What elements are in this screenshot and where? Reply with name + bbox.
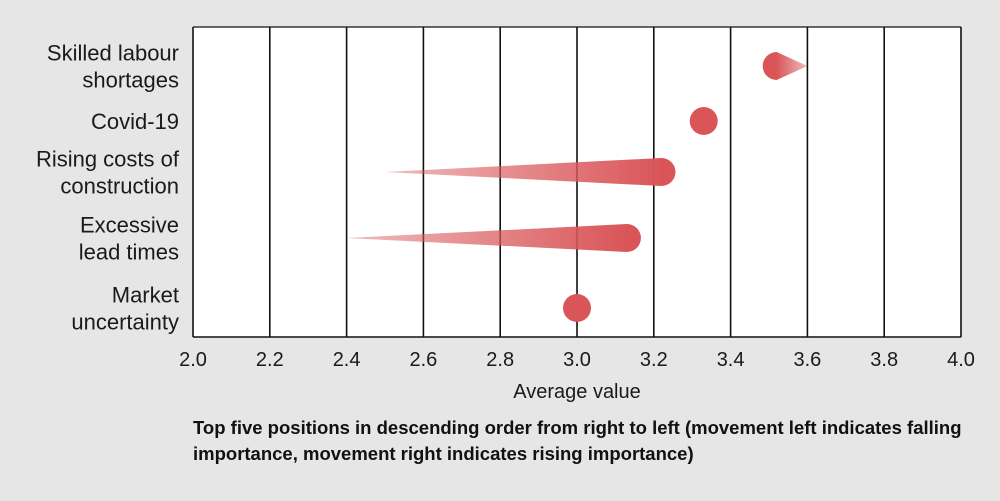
data-point: [563, 294, 591, 322]
movement-mark: [762, 52, 808, 80]
category-label: construction: [60, 174, 179, 199]
data-point: [689, 107, 718, 135]
x-tick-label: 3.4: [717, 349, 745, 371]
x-tick-label: 3.2: [640, 349, 668, 371]
category-label: uncertainty: [71, 310, 179, 335]
x-tick-label: 2.4: [333, 349, 361, 371]
category-label: Market: [112, 283, 179, 308]
x-tick-label: 3.8: [870, 349, 898, 371]
data-marks: [346, 52, 808, 322]
category-label: Excessive: [80, 213, 179, 238]
x-tick-label: 2.8: [486, 349, 514, 371]
x-tick-label: 2.2: [256, 349, 284, 371]
gridlines: [192, 26, 962, 338]
x-tick-label: 3.6: [793, 349, 821, 371]
movement-mark: [385, 158, 676, 187]
category-label: Covid-19: [91, 109, 179, 134]
category-label: shortages: [82, 68, 179, 93]
x-tick-label: 2.0: [179, 349, 207, 371]
x-tick-labels: 2.0 2.2 2.4 2.6 2.8 3.0 3.2 3.4 3.6 3.8 4.0: [179, 349, 975, 371]
x-tick-label: 2.6: [409, 349, 437, 371]
category-label: lead times: [79, 240, 179, 265]
x-tick-label: 4.0: [947, 349, 975, 371]
x-axis-title: Average value: [513, 381, 641, 403]
category-label: Rising costs of: [36, 147, 180, 172]
x-tick-label: 3.0: [563, 349, 591, 371]
movement-mark: [346, 224, 641, 252]
category-label: Skilled labour: [47, 41, 179, 66]
chart-caption: Top five positions in descending order f…: [193, 417, 962, 464]
